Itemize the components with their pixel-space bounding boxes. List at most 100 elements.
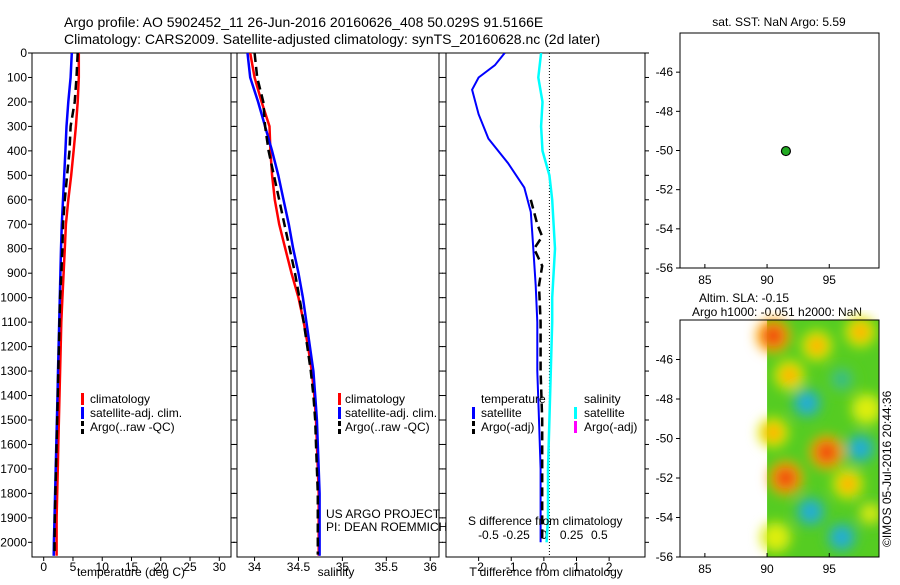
depth-tick-label: 900: [7, 266, 27, 280]
temperature-axis: 0 5 10 15 20 25 30: [40, 557, 226, 574]
difference-panel: -2 -1 0 1 2 -0.5 -0.25 0 0.25 0.5 S difference f…: [442, 52, 649, 579]
sla-blob: [838, 474, 857, 493]
legend-satellite-marker: [81, 407, 84, 419]
project-credit: US ARGO PROJECT: [326, 507, 441, 521]
lat-tick-label: -48: [656, 392, 674, 406]
depth-tick-label: 0: [20, 46, 27, 60]
sst-map-axes: -46 -48 -50 -52 -54 -56 85 90 95: [656, 65, 837, 287]
legend-temp-argo-label: Argo(-adj): [481, 420, 534, 434]
difference-legend: temperature satellite Argo(-adj) salinit…: [472, 392, 637, 434]
sla-blob: [861, 504, 879, 523]
salinity-climatology-line: [248, 53, 320, 556]
depth-tick-label: 2000: [0, 535, 27, 549]
depth-tick-label: 1400: [0, 389, 27, 403]
salinity-axis-label: salinity: [318, 565, 355, 579]
temperature-tick-label: 20: [154, 560, 168, 574]
altimetry-map-axes: -46 -48 -50 -52 -54 -56 85 90 95: [656, 353, 837, 577]
depth-tick-label: 700: [7, 217, 27, 231]
lon-tick-label: 95: [823, 562, 837, 576]
depth-tick-label: 1100: [1, 315, 27, 329]
altimetry-title-line1: Altim. SLA: -0.15: [699, 291, 789, 305]
salinity-tick-label: 35.5: [375, 560, 399, 574]
lat-tick-label: -52: [656, 183, 674, 197]
legend-argo-marker: [338, 421, 341, 426]
legend-climatology-marker: [81, 393, 84, 405]
sla-blob: [766, 528, 785, 547]
lon-tick-label: 95: [823, 273, 837, 287]
temp-diff-tick-label: 0: [541, 560, 548, 574]
depth-tick-label: 200: [7, 95, 27, 109]
salinity-difference-label: S difference from climatology: [468, 514, 623, 528]
legend-argo-marker-2: [338, 429, 341, 434]
temp-diff-tick-label: -2: [473, 560, 484, 574]
depth-tick-label: 100: [7, 70, 27, 84]
sla-blob: [832, 370, 851, 389]
legend-sal-argo-marker: [574, 421, 577, 433]
depth-tick-label: 400: [7, 144, 27, 158]
sst-map-panel: sat. SST: NaN Argo: 5.59 -46 -48 -50 -52 -54…: [656, 15, 880, 287]
sla-blob: [851, 322, 870, 341]
argo-position-marker: [780, 145, 792, 157]
temperature-tick-label: 30: [213, 560, 227, 574]
lat-tick-label: -50: [656, 144, 674, 158]
difference-plot-frame: [445, 52, 646, 558]
depth-tick-label: 800: [7, 242, 27, 256]
temperature-tick-label: 15: [125, 560, 139, 574]
legend-satellite-label: satellite-adj. clim.: [90, 406, 182, 420]
salinity-argo-line: [253, 53, 320, 555]
lon-tick-label: 85: [698, 562, 712, 576]
salinity-plot-frame: [236, 52, 440, 558]
sal-diff-tick-label: -0.25: [502, 528, 530, 542]
sst-map-title: sat. SST: NaN Argo: 5.59: [712, 15, 846, 29]
salinity-depth-ticks: [233, 52, 443, 543]
altimetry-title-line2: Argo h1000: -0.051 h2000: NaN: [692, 305, 862, 319]
salinity-satellite-line: [246, 53, 321, 556]
legend-temperature-title: temperature: [481, 392, 546, 406]
sal-diff-tick-label: 0.25: [560, 528, 584, 542]
salinity-panel: 34 34.5 35 35.5 36 salinity climatology sate…: [233, 52, 447, 579]
sst-map-frame: [679, 32, 880, 269]
salinity-tick-label: 35: [336, 560, 350, 574]
imos-credit: ©IMOS 05-Jul-2016 20:44:36: [880, 390, 894, 547]
depth-tick-label: 600: [7, 193, 27, 207]
legend-climatology-marker: [338, 393, 341, 405]
salinity-tick-label: 34.5: [287, 560, 311, 574]
depth-tick-label: 1900: [0, 511, 27, 525]
sla-blob: [762, 324, 785, 347]
sla-field: [756, 316, 879, 553]
figure-title-line1: Argo profile: AO 5902452_11 26-Jun-2016 …: [64, 14, 543, 30]
temperature-axis-label: temperature (deg C): [77, 565, 185, 579]
legend-temp-argo-marker: [472, 421, 475, 426]
legend-temp-argo-marker-2: [472, 429, 475, 434]
salinity-legend: climatology satellite-adj. clim. Argo(..…: [338, 392, 437, 434]
temp-diff-tick-label: -1: [506, 560, 517, 574]
depth-axis: 0 100 200 300 400 500 600 700 800 900 1000 1100 1200…: [0, 46, 235, 549]
temp-diff-tick-label: 2: [606, 560, 613, 574]
temperature-legend: climatology satellite-adj. clim. Argo(..…: [81, 392, 182, 434]
sal-diff-tick-label: -0.5: [478, 528, 499, 542]
temperature-climatology-line: [55, 53, 81, 556]
temperature-argo-line: [53, 53, 79, 555]
legend-salinity-title: salinity: [584, 392, 621, 406]
depth-tick-label: 1700: [0, 462, 27, 476]
lat-tick-label: -56: [656, 550, 674, 564]
sla-blob: [857, 399, 876, 418]
temperature-difference-axis: -2 -1 0 1 2: [473, 557, 613, 574]
temperature-difference-label: T difference from climatology: [469, 565, 623, 579]
legend-sal-argo-label: Argo(-adj): [584, 420, 637, 434]
temperature-argo-difference-line: [529, 199, 544, 543]
legend-sal-satellite-marker: [574, 407, 577, 419]
sal-diff-tick-label: 0.5: [591, 528, 608, 542]
sla-blob: [807, 336, 826, 355]
temperature-tick-label: 5: [70, 560, 77, 574]
legend-satellite-label: satellite-adj. clim.: [345, 406, 437, 420]
legend-sal-satellite-label: satellite: [584, 406, 625, 420]
legend-temp-satellite-marker: [472, 407, 475, 419]
lat-tick-label: -46: [656, 65, 674, 79]
altimetry-map-panel: Altim. SLA: -0.15 Argo h1000: -0.051 h20…: [656, 291, 880, 577]
difference-depth-ticks: [442, 52, 649, 543]
legend-argo-label: Argo(..raw -QC): [90, 420, 175, 434]
lat-tick-label: -54: [656, 222, 674, 236]
temp-diff-tick-label: 1: [573, 560, 580, 574]
